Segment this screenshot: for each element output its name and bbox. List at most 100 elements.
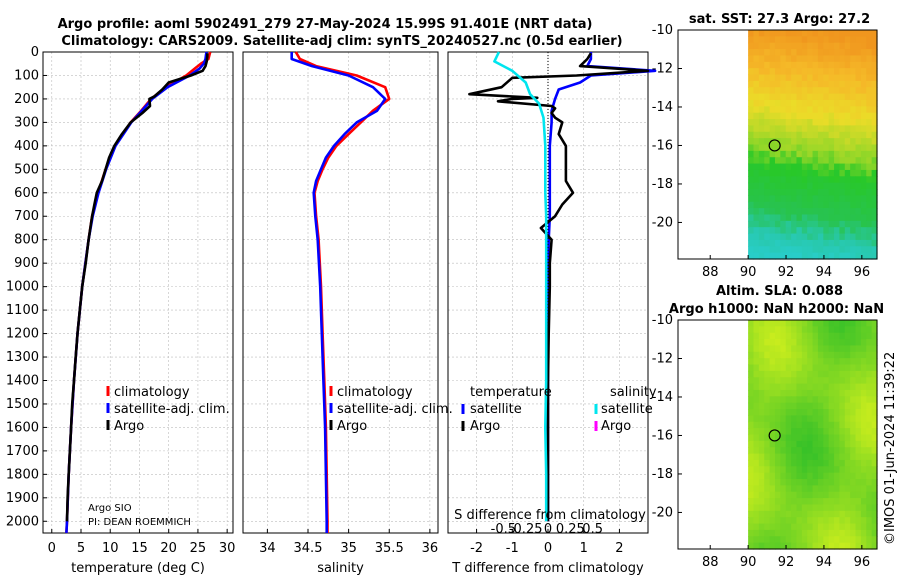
- heatmap-cell: [855, 176, 862, 184]
- heatmap-cell: [823, 447, 830, 455]
- heatmap-cell: [844, 510, 851, 518]
- heatmap-cell: [780, 189, 787, 196]
- heatmap-cell: [774, 339, 781, 347]
- heatmap-cell: [850, 30, 857, 37]
- heatmap-cell: [834, 214, 841, 222]
- heatmap-cell: [839, 351, 846, 359]
- heatmap-cell: [791, 138, 798, 146]
- heatmap-cell: [812, 93, 819, 101]
- heatmap-cell: [769, 30, 776, 37]
- heatmap-cell: [764, 55, 771, 63]
- heatmap-cell: [758, 131, 765, 139]
- heatmap-cell: [823, 472, 830, 480]
- heatmap-cell: [796, 252, 803, 260]
- heatmap-cell: [785, 453, 792, 461]
- heatmap-cell: [839, 220, 846, 228]
- heatmap-cell: [828, 220, 835, 228]
- heatmap-cell: [844, 358, 851, 366]
- heatmap-cell: [823, 415, 830, 423]
- heatmap-cell: [850, 320, 857, 327]
- heatmap-cell: [850, 389, 857, 397]
- heatmap-cell: [753, 447, 760, 455]
- heatmap-cell: [807, 529, 814, 537]
- heatmap-cell: [866, 377, 873, 385]
- heatmap-cell: [801, 195, 808, 203]
- heatmap-cell: [817, 252, 824, 260]
- heatmap-cell: [850, 529, 857, 537]
- heatmap-cell: [796, 523, 803, 531]
- heatmap-cell: [753, 169, 760, 177]
- heatmap-cell: [748, 536, 755, 544]
- heatmap-cell: [817, 396, 824, 404]
- heatmap-cell: [828, 42, 835, 50]
- heatmap-cell: [844, 415, 851, 423]
- heatmap-cell: [753, 42, 760, 50]
- heatmap-cell: [748, 163, 755, 171]
- heatmap-cell: [844, 189, 851, 196]
- heatmap-cell: [748, 459, 755, 467]
- heatmap-cell: [817, 485, 824, 493]
- heatmap-cell: [839, 246, 846, 254]
- heatmap-cell: [834, 536, 841, 544]
- heatmap-cell: [860, 339, 867, 347]
- heatmap-cell: [801, 434, 808, 442]
- heatmap-cell: [871, 529, 878, 537]
- heatmap-cell: [866, 529, 873, 537]
- heatmap-cell: [774, 320, 781, 327]
- heatmap-cell: [834, 421, 841, 429]
- heatmap-cell: [791, 99, 798, 107]
- heatmap-cell: [817, 383, 824, 391]
- heatmap-cell: [855, 125, 862, 133]
- heatmap-cell: [871, 227, 878, 235]
- heatmap-cell: [780, 320, 787, 327]
- heatmap-cell: [834, 68, 841, 76]
- heatmap-cell: [828, 176, 835, 184]
- heatmap-cell: [774, 246, 781, 254]
- heatmap-cell: [817, 220, 824, 228]
- heatmap-cell: [817, 409, 824, 417]
- heatmap-cell: [791, 351, 798, 359]
- heatmap-cell: [860, 370, 867, 378]
- x-tick-label: 34: [259, 541, 276, 556]
- heatmap-cell: [850, 93, 857, 101]
- heatmap-cell: [866, 383, 873, 391]
- heatmap-cell: [807, 239, 814, 247]
- heatmap-cell: [764, 252, 771, 260]
- heatmap-cell: [764, 233, 771, 241]
- y-tick-label: -12: [652, 61, 673, 76]
- heatmap-cell: [791, 529, 798, 537]
- heatmap-cell: [780, 377, 787, 385]
- heatmap-cell: [791, 144, 798, 152]
- heatmap-cell: [758, 498, 765, 506]
- y-tick-label: -16: [652, 138, 673, 153]
- heatmap-cell: [855, 421, 862, 429]
- heatmap-cell: [839, 440, 846, 448]
- heatmap-cell: [850, 176, 857, 184]
- heatmap-cell: [823, 523, 830, 531]
- heatmap-cell: [866, 246, 873, 254]
- heatmap-cell: [796, 80, 803, 88]
- heatmap-cell: [812, 106, 819, 114]
- heatmap-cell: [758, 364, 765, 372]
- heatmap-cell: [850, 182, 857, 190]
- heatmap-cell: [764, 428, 771, 436]
- heatmap-cell: [828, 453, 835, 461]
- heatmap-cell: [850, 440, 857, 448]
- heatmap-cell: [850, 239, 857, 247]
- heatmap-cell: [807, 112, 814, 120]
- heatmap-cell: [866, 112, 873, 120]
- heatmap-cell: [823, 74, 830, 82]
- heatmap-cell: [855, 233, 862, 241]
- heatmap-cell: [774, 332, 781, 340]
- heatmap-cell: [748, 189, 755, 196]
- heatmap-cell: [758, 491, 765, 499]
- heatmap-cell: [860, 74, 867, 82]
- heatmap-cell: [839, 49, 846, 57]
- heatmap-cell: [791, 80, 798, 88]
- heatmap-cell: [801, 529, 808, 537]
- heatmap-cell: [828, 189, 835, 196]
- heatmap-cell: [774, 36, 781, 44]
- heatmap-cell: [774, 402, 781, 410]
- heatmap-cell: [758, 252, 765, 260]
- heatmap-cell: [844, 61, 851, 69]
